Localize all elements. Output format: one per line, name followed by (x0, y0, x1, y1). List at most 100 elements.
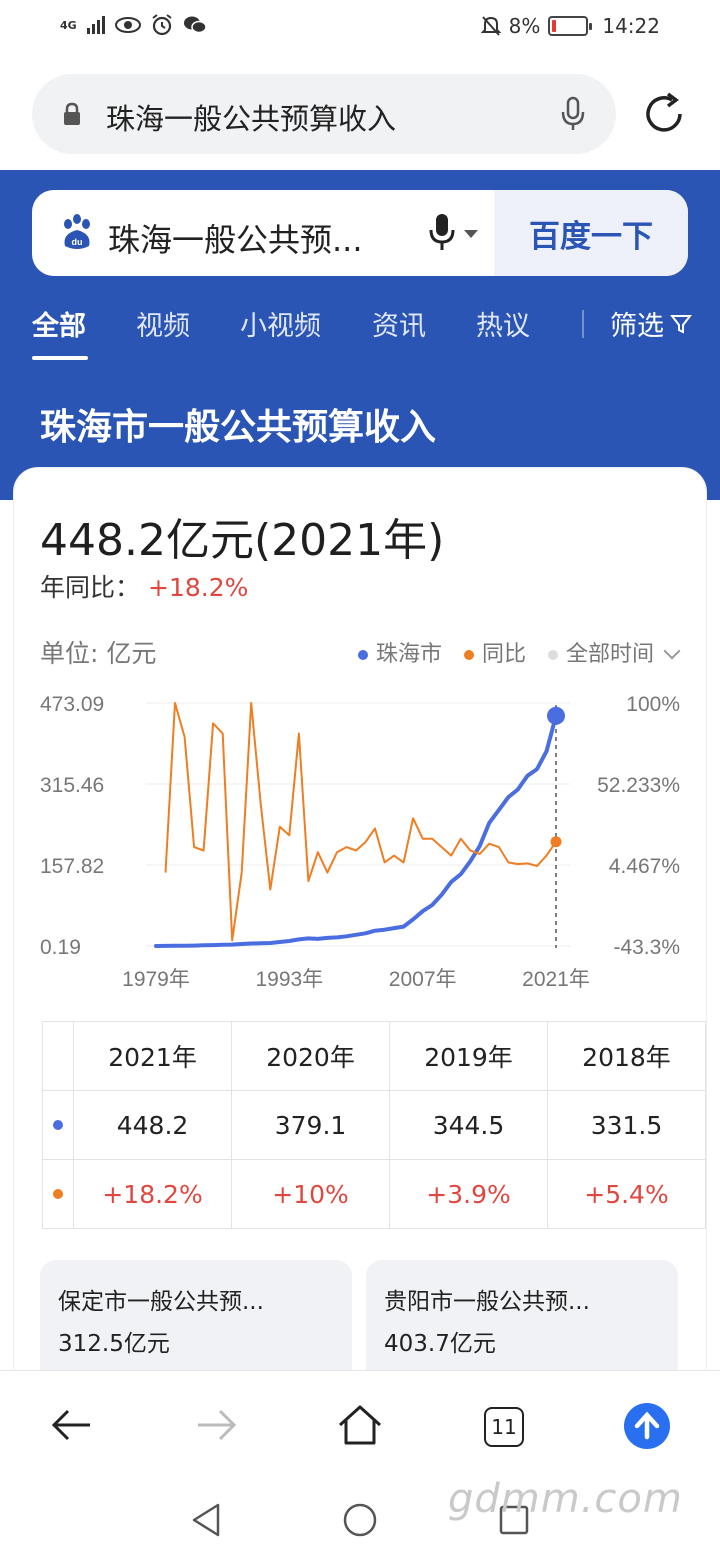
y-right-tick-label: 100% (626, 693, 680, 716)
table-header: 2021年 (74, 1022, 233, 1090)
filter-button[interactable]: 筛选 (610, 304, 692, 343)
wechat-icon (183, 16, 207, 34)
tab-switcher-button[interactable]: 11 (484, 1407, 524, 1447)
baidu-paw-icon: du (64, 214, 90, 249)
headline-value: 448.2亿元(2021年) (40, 515, 445, 566)
legend-series-2[interactable]: 同比 (463, 636, 526, 668)
related-value: 403.7亿元 (384, 1331, 496, 1357)
status-left: 4G (60, 14, 207, 36)
series-line-zhuhai (154, 713, 558, 948)
y-left-tick-label: 473.09 (40, 693, 104, 716)
search-input[interactable]: 珠海一般公共预... (108, 221, 363, 259)
refresh-icon[interactable] (640, 90, 688, 138)
chart-legend: 珠海市 同比 全部时间 (357, 636, 681, 668)
system-recents-icon[interactable] (498, 1504, 530, 1536)
table-cell: +10% (232, 1160, 391, 1228)
table-row: 448.2 379.1 344.5 331.5 (43, 1091, 706, 1160)
table-header-row: 2021年 2020年 2019年 2018年 (43, 1022, 706, 1091)
y-right-tick-label: 52.233% (597, 774, 680, 797)
series-line-yoy (164, 702, 557, 942)
address-bar[interactable]: 珠海一般公共预算收入 (32, 74, 616, 154)
table-header: 2019年 (390, 1022, 548, 1090)
series-point-yoy-2021[interactable] (550, 836, 562, 848)
tab-discussion[interactable]: 热议 (476, 311, 530, 342)
battery-icon (548, 16, 593, 36)
system-navigation (0, 1480, 720, 1560)
x-tick-label: 2021年 (522, 968, 590, 991)
yoy-line: 年同比： +18.2% (40, 568, 248, 604)
x-tick-label: 1993年 (255, 968, 323, 991)
table-cell: +3.9% (390, 1160, 548, 1228)
chevron-down-icon[interactable] (464, 230, 478, 238)
tab-video[interactable]: 视频 (136, 311, 190, 342)
status-bar: 4G 8% 14:22 (0, 0, 720, 58)
related-card[interactable]: 贵阳市一般公共预... 403.7亿元 (366, 1260, 678, 1388)
svg-text:du: du (72, 237, 83, 247)
active-tab-indicator (32, 356, 88, 360)
series-dot-icon (53, 1189, 64, 1199)
battery-percent: 8% (508, 14, 541, 38)
x-tick-label: 2007年 (389, 968, 457, 991)
browser-toolbar: 珠海一般公共预算收入 (0, 58, 720, 170)
baidu-header: du 珠海一般公共预... 百度一下 全部 视频 小视频 资讯 热议 筛选 珠海… (0, 170, 720, 500)
mute-icon (480, 16, 501, 36)
network-label: 4G (60, 18, 77, 32)
unit-label: 单位: 亿元 (40, 639, 157, 668)
voice-search-icon[interactable] (428, 212, 456, 252)
table-header: 2018年 (548, 1022, 706, 1090)
table-row: +18.2% +10% +3.9% +5.4% (43, 1160, 706, 1229)
microphone-icon[interactable] (560, 96, 586, 132)
related-value: 312.5亿元 (58, 1331, 170, 1357)
related-card[interactable]: 保定市一般公共预... 312.5亿元 (40, 1260, 352, 1388)
y-left-tick-label: 315.46 (40, 774, 104, 797)
tab-short-video[interactable]: 小视频 (240, 311, 321, 342)
browser-bottom-nav: 11 (0, 1370, 720, 1480)
tab-news[interactable]: 资讯 (372, 311, 426, 342)
data-table: 2021年 2020年 2019年 2018年 448.2 379.1 344.… (42, 1021, 706, 1229)
system-back-icon[interactable] (190, 1502, 222, 1538)
related-title: 贵阳市一般公共预... (384, 1289, 590, 1315)
upload-button[interactable] (624, 1403, 670, 1449)
related-title: 保定市一般公共预... (58, 1289, 264, 1315)
legend-series-1[interactable]: 珠海市 (357, 636, 442, 668)
home-icon[interactable] (336, 1401, 384, 1449)
tab-divider (582, 310, 584, 338)
alarm-icon (152, 14, 172, 36)
back-arrow-icon[interactable] (48, 1401, 96, 1449)
lock-icon (64, 102, 80, 125)
data-card: 448.2亿元(2021年) 年同比： +18.2% 单位: 亿元 珠海市 同比 … (14, 468, 706, 1388)
y-right-tick-label: 4.467% (609, 855, 680, 878)
table-header: 2020年 (232, 1022, 391, 1090)
watermark: gdmm.com (448, 1476, 683, 1522)
search-box[interactable]: du 珠海一般公共预... 百度一下 (32, 190, 688, 276)
eye-icon (114, 17, 141, 33)
forward-arrow-icon[interactable] (192, 1401, 240, 1449)
status-right: 8% 14:22 (480, 14, 660, 38)
x-tick-label: 1979年 (122, 968, 190, 991)
table-cell: 379.1 (232, 1091, 391, 1159)
system-home-icon[interactable] (342, 1502, 378, 1538)
table-cell: 448.2 (74, 1091, 233, 1159)
search-button[interactable]: 百度一下 (494, 190, 688, 276)
table-cell: +18.2% (74, 1160, 233, 1228)
address-text[interactable]: 珠海一般公共预算收入 (106, 102, 397, 136)
line-chart[interactable]: 473.09 315.46 157.82 0.19 100% 52.233% 4.467%… (14, 684, 706, 1014)
series-dot-icon (53, 1120, 64, 1130)
result-title[interactable]: 珠海市一般公共预算收入 (40, 407, 437, 448)
yoy-label: 年同比： (40, 573, 141, 602)
y-right-tick-label: -43.3% (613, 936, 680, 959)
y-left-tick-label: 0.19 (40, 936, 81, 959)
filter-label: 筛选 (610, 311, 664, 342)
table-cell: 344.5 (390, 1091, 548, 1159)
series-point-zhuhai-2021[interactable] (547, 706, 565, 725)
chevron-down-icon (663, 642, 681, 660)
y-left-tick-label: 157.82 (40, 855, 104, 878)
search-tabs: 全部 视频 小视频 资讯 热议 筛选 (0, 300, 720, 360)
tab-all[interactable]: 全部 (32, 311, 86, 342)
time-range-selector[interactable]: 全部时间 (547, 636, 681, 668)
yoy-value: +18.2% (148, 573, 249, 602)
arrow-up-icon (634, 1411, 660, 1440)
table-cell: +5.4% (548, 1160, 706, 1228)
signal-icon (86, 16, 105, 34)
clock: 14:22 (602, 14, 660, 38)
